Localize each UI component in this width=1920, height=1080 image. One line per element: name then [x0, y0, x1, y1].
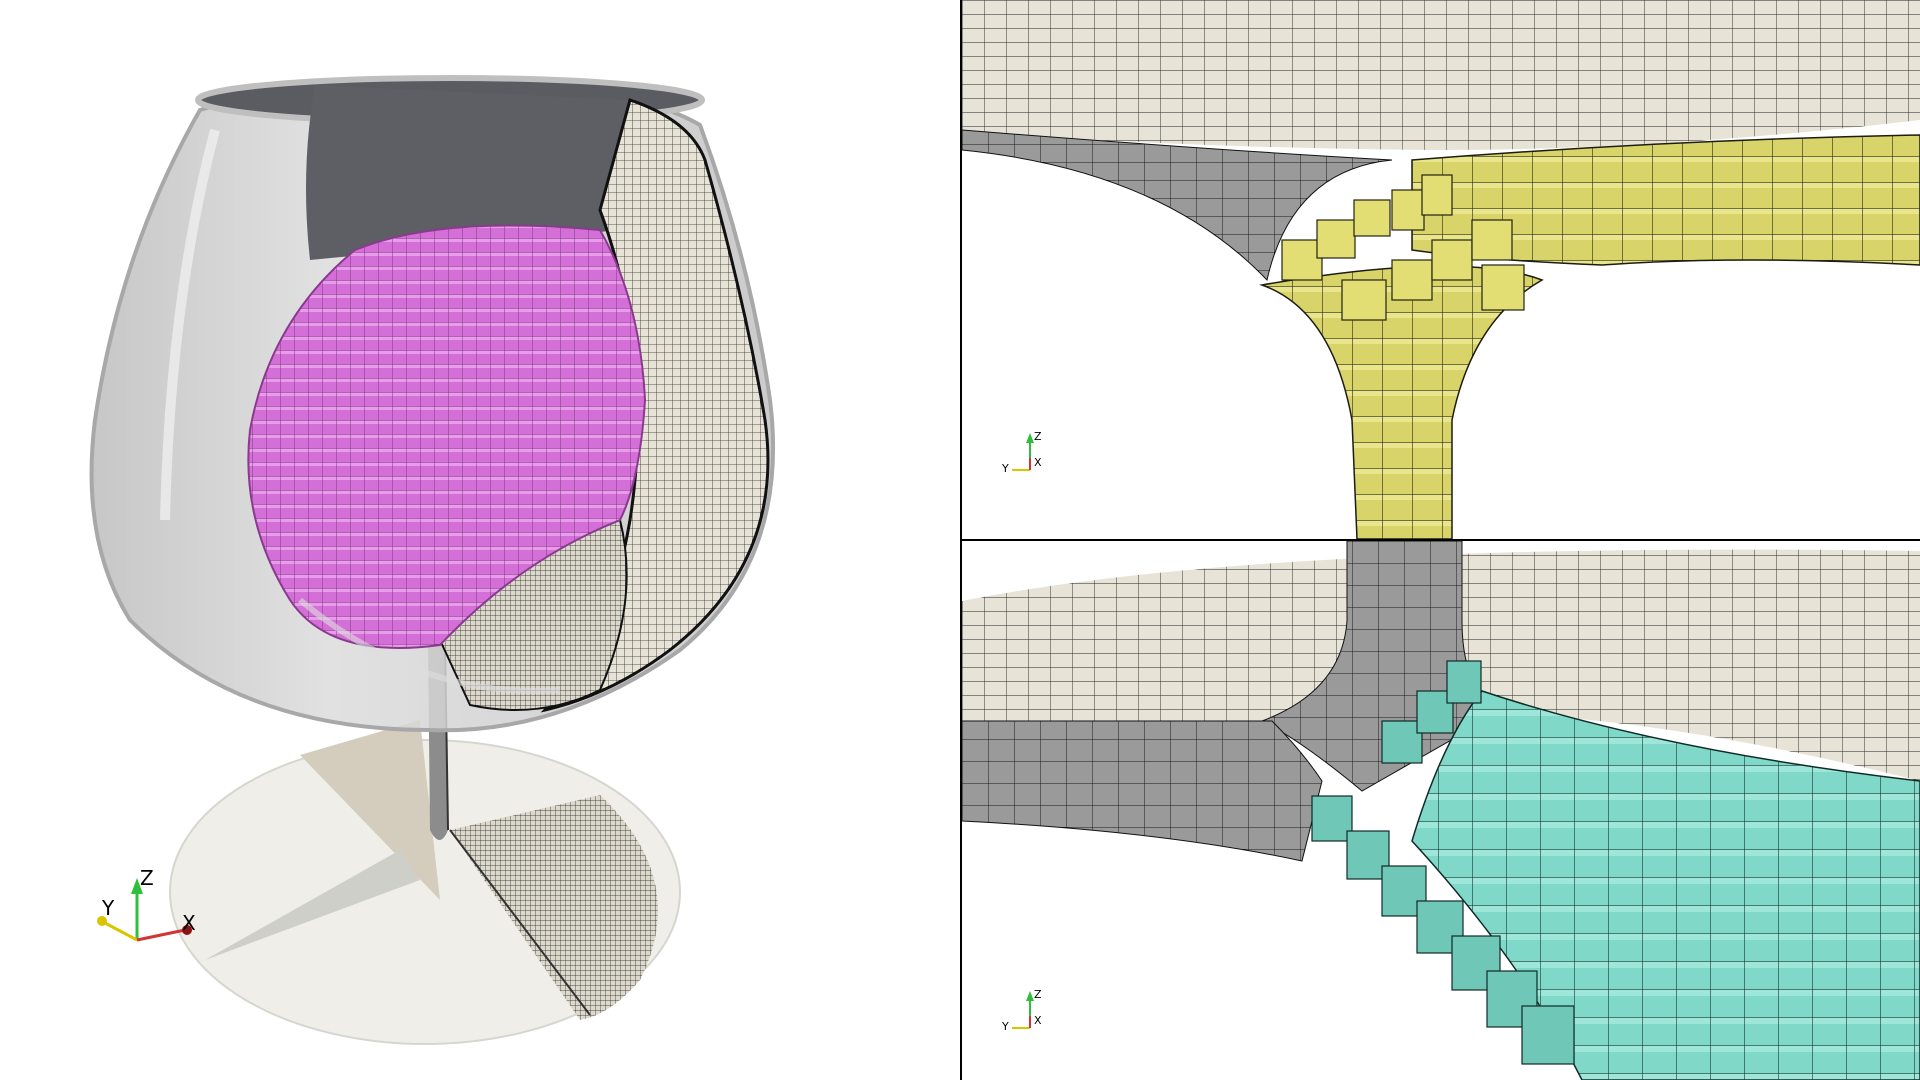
- teal-voxel-steps: [1311, 660, 1575, 1065]
- stem-bottom-closeup-view[interactable]: Z Y X: [962, 541, 1920, 1080]
- axis-triad-main: Z Y X: [97, 866, 196, 942]
- axis-label-y: Y: [1001, 1020, 1009, 1033]
- horizontal-divider[interactable]: [960, 539, 1920, 541]
- stem-bottom-render: Z Y X: [962, 541, 1920, 1080]
- glass-overview-render: Z Y X: [89, 75, 776, 1045]
- axis-label-z: Z: [140, 866, 154, 890]
- axis-label-y: Y: [101, 896, 115, 920]
- axis-label-x: X: [1034, 456, 1042, 469]
- axis-label-y: Y: [1001, 462, 1009, 475]
- axis-label-z: Z: [1034, 988, 1042, 1001]
- base-shadow-wedge: [300, 720, 440, 900]
- upper-mesh-sheet: [962, 0, 1920, 150]
- base-mesh-quadrant: [450, 795, 658, 1020]
- axis-triad-bottom-right: Z Y X: [1001, 988, 1042, 1033]
- stem-top-render: Z Y X: [962, 0, 1920, 539]
- glass-interior: [306, 85, 634, 260]
- left-underside: [962, 129, 1393, 282]
- axis-triad-top-right: Z Y X: [1001, 430, 1042, 475]
- glass-overview-view[interactable]: Z Y X: [0, 0, 961, 1080]
- axis-label-x: X: [1034, 1014, 1042, 1027]
- stem-top-closeup-view[interactable]: Z Y X: [962, 0, 1920, 539]
- base-dark-wedge: [205, 850, 420, 960]
- front-wall: [962, 720, 1323, 862]
- yellow-right-surface: [1411, 134, 1920, 266]
- axis-label-x: X: [182, 911, 196, 935]
- liquid-voxel-blob: [247, 224, 647, 649]
- axis-label-z: Z: [1034, 430, 1042, 443]
- voxel-steps: [1281, 174, 1525, 321]
